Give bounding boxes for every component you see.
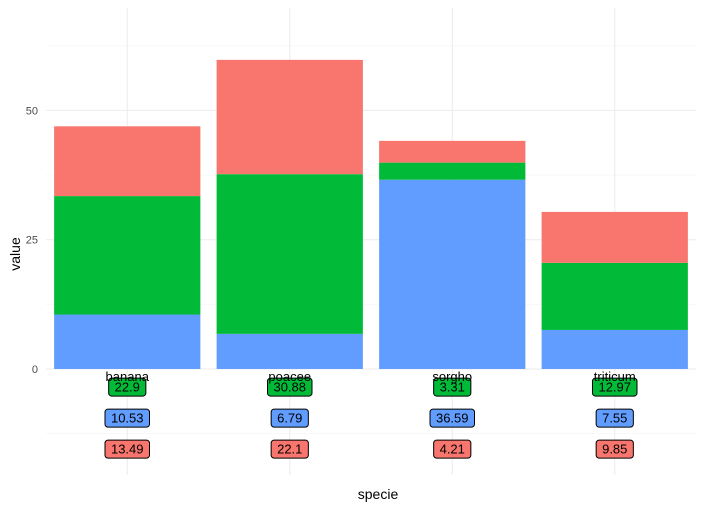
data-label: 13.49 [111,442,144,457]
x-axis-title: specie [358,486,399,502]
data-label: 12.97 [598,380,631,395]
bar-segment [379,140,526,163]
data-label: 10.53 [111,411,144,426]
data-label: 3.31 [440,380,465,395]
bar-segment [54,126,201,197]
data-label-box [104,408,150,428]
bar-segment [541,262,688,330]
bars [54,59,688,369]
x-category-label: sorgho [432,369,472,384]
data-label: 9.85 [602,442,627,457]
data-label-box [429,408,475,428]
data-label: 6.79 [277,411,302,426]
data-label: 30.88 [273,380,306,395]
bar-segment [541,211,688,263]
y-tick-label: 0 [32,364,38,376]
data-label-box [104,439,150,459]
data-label-box [108,377,147,397]
y-tick-label: 50 [26,105,38,117]
bar-segment [54,196,201,315]
data-label-box [433,377,472,397]
axes: 0 25 50 banana poacee sorgho triticum [26,105,636,384]
bar-segment [379,179,526,369]
x-category-label: triticum [594,369,636,384]
data-label: 36.59 [436,411,469,426]
data-label-box [270,439,309,459]
bar-segment [216,333,363,369]
data-label: 22.9 [115,380,140,395]
data-label-box [595,439,634,459]
y-tick-label: 25 [26,235,38,247]
y-axis-title: value [7,237,23,271]
data-label: 4.21 [440,442,465,457]
data-label-box [270,408,309,428]
x-category-label: poacee [268,369,311,384]
data-label-box [433,439,472,459]
bar-segment [216,59,363,175]
data-label: 22.1 [277,442,302,457]
bar-segment [54,314,201,369]
data-label-box [267,377,313,397]
data-label-box [592,377,638,397]
x-category-label: banana [106,369,150,384]
data-label-box [595,408,634,428]
data-labels: 22.9 30.88 3.31 12.97 10.53 6.79 36.59 7.55 13.4… [104,377,638,459]
bar-segment [216,174,363,334]
bar-segment [379,162,526,180]
data-label: 7.55 [602,411,627,426]
bar-segment [541,329,688,369]
